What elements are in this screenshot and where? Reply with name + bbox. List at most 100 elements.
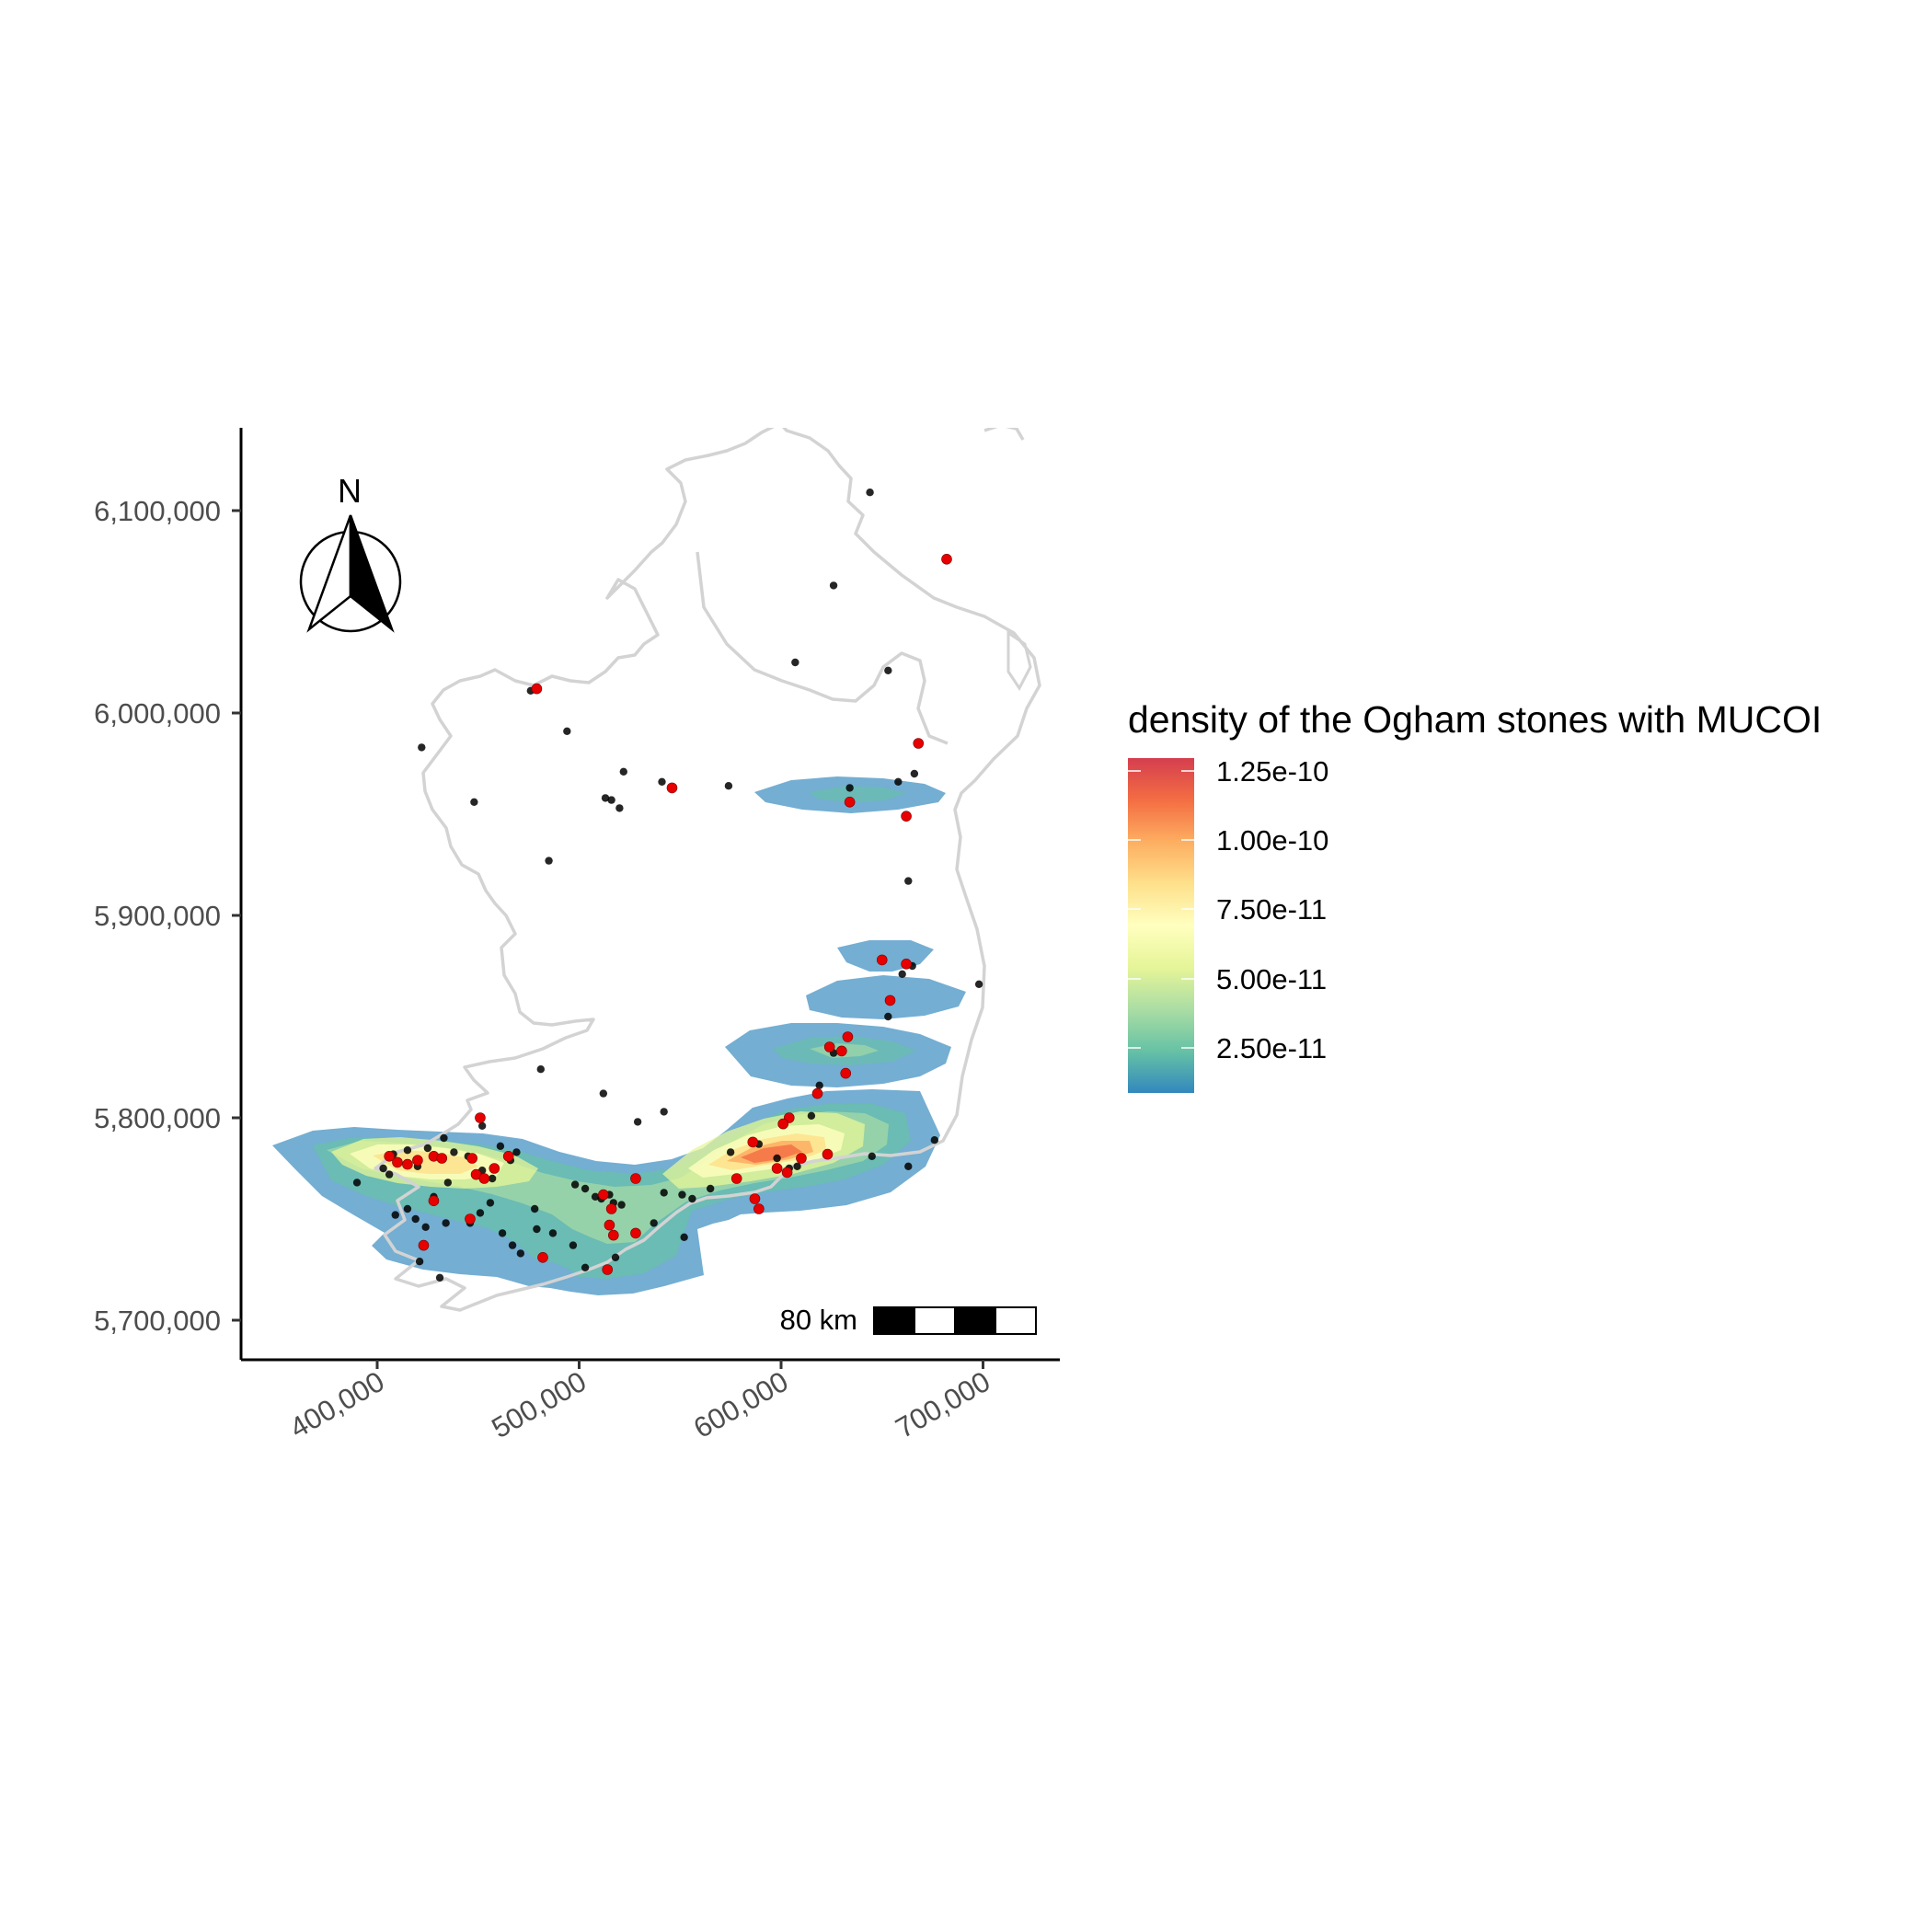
ogham-stone-point xyxy=(440,1133,448,1143)
x-axis: 400,000 500,000 600,000 700,000 xyxy=(241,1358,1060,1444)
ogham-stone-point xyxy=(533,1225,541,1234)
ogham-stone-point xyxy=(423,1144,432,1153)
north-arrow-label: N xyxy=(338,472,362,510)
ogham-stone-point xyxy=(385,1170,394,1179)
scale-bar-label: 80 km xyxy=(780,1304,857,1336)
ogham-stone-point xyxy=(866,489,874,497)
y-axis: 6,100,000 6,000,000 5,900,000 5,800,000 5,70… xyxy=(94,428,243,1360)
mucoi-stone-point xyxy=(608,1229,619,1241)
ogham-stone-point xyxy=(418,743,426,752)
ogham-stone-point xyxy=(607,796,615,804)
mucoi-stone-point xyxy=(418,1239,430,1251)
ogham-stone-point xyxy=(660,1189,668,1197)
ogham-stone-point xyxy=(974,980,983,989)
ogham-stone-point xyxy=(619,767,627,776)
ogham-stone-point xyxy=(411,1214,420,1224)
mucoi-stone-point xyxy=(604,1219,615,1231)
ogham-stone-point xyxy=(599,1089,608,1098)
x-tick-label: 700,000 xyxy=(890,1365,995,1444)
mucoi-stone-point xyxy=(840,1067,852,1079)
ogham-stone-point xyxy=(910,769,919,778)
ogham-stone-point xyxy=(650,1219,658,1227)
mucoi-stone-point xyxy=(428,1195,440,1206)
ogham-stone-point xyxy=(498,1229,507,1237)
x-tick-label: 500,000 xyxy=(486,1365,592,1444)
ogham-stone-point xyxy=(569,1241,578,1249)
legend-colorbar xyxy=(1128,758,1194,1093)
ogham-stone-point xyxy=(488,1174,497,1183)
ogham-stone-point xyxy=(516,1249,525,1258)
ogham-stone-point xyxy=(476,1209,485,1217)
ogham-stone-point xyxy=(658,777,666,786)
mucoi-stone-point xyxy=(901,811,912,822)
ogham-stone-point xyxy=(706,1184,715,1193)
mucoi-stone-point xyxy=(666,782,678,794)
y-tick-label: 5,800,000 xyxy=(94,1102,221,1134)
ogham-stone-point xyxy=(930,1136,939,1144)
x-ticks: 400,000 500,000 600,000 700,000 xyxy=(284,1360,995,1444)
mucoi-stone-point xyxy=(489,1163,500,1174)
mucoi-stone-point xyxy=(822,1148,834,1160)
ogham-stone-point xyxy=(845,784,854,792)
ogham-stone-point xyxy=(615,804,624,812)
ogham-stone-point xyxy=(726,1148,735,1156)
ogham-stone-point xyxy=(563,727,571,735)
lough-outline xyxy=(1006,630,1032,691)
mucoi-stone-point xyxy=(836,1045,847,1057)
north-arrow-right xyxy=(349,514,395,633)
mucoi-stone-point xyxy=(465,1213,476,1225)
ogham-stone-point xyxy=(352,1179,362,1187)
ogham-stone-point xyxy=(450,1148,458,1156)
mucoi-stone-point xyxy=(402,1158,413,1170)
northeast-coast-fragment xyxy=(983,428,1025,441)
mucoi-stone-point xyxy=(876,954,888,966)
legend-tick-label: 1.25e-10 xyxy=(1216,755,1328,788)
mucoi-stone-point xyxy=(598,1189,609,1201)
density-blob-1-inner xyxy=(810,786,906,802)
legend-tick-label: 5.00e-11 xyxy=(1216,963,1327,995)
y-tick-label: 5,700,000 xyxy=(94,1305,221,1337)
mucoi-stone-point xyxy=(502,1151,514,1162)
ogham-stone-point xyxy=(793,1162,801,1171)
mucoi-stone-point xyxy=(537,1252,548,1263)
ogham-stone-point xyxy=(470,798,478,806)
mucoi-stone-point xyxy=(844,796,856,808)
ogham-stone-point xyxy=(791,658,799,667)
ogham-stone-point xyxy=(531,1204,539,1213)
ogham-stone-point xyxy=(403,1146,412,1155)
density-core-west-3 xyxy=(373,1150,478,1174)
scale-seg-1 xyxy=(873,1306,915,1335)
ogham-stone-point xyxy=(678,1190,686,1199)
northern-ireland-border xyxy=(696,551,949,745)
points-other-layer xyxy=(352,489,983,1282)
north-arrow-left xyxy=(306,514,352,633)
ogham-stone-point xyxy=(773,1154,781,1163)
ogham-stone-point xyxy=(486,1199,495,1207)
ogham-stone-point xyxy=(379,1164,387,1173)
scale-seg-2 xyxy=(914,1306,956,1335)
ogham-stone-point xyxy=(898,970,906,979)
ogham-stone-point xyxy=(724,782,733,790)
mucoi-stone-point xyxy=(630,1227,641,1239)
ogham-stone-point xyxy=(512,1148,521,1156)
mucoi-stone-point xyxy=(771,1163,783,1174)
mucoi-stone-point xyxy=(749,1193,761,1204)
ogham-stone-point xyxy=(415,1258,424,1266)
ogham-stone-point xyxy=(894,777,903,786)
legend-tick-label: 7.50e-11 xyxy=(1216,893,1327,926)
ogham-stone-point xyxy=(421,1223,430,1232)
ogham-stone-point xyxy=(581,1263,590,1272)
ogham-stone-point xyxy=(884,666,892,674)
y-tick-label: 6,000,000 xyxy=(94,697,221,730)
mucoi-stone-point xyxy=(384,1151,395,1162)
ogham-stone-point xyxy=(904,1162,913,1171)
mucoi-stone-point xyxy=(605,1203,617,1214)
mucoi-stone-point xyxy=(630,1173,641,1184)
density-layer xyxy=(272,776,966,1295)
legend-tick-label: 1.00e-10 xyxy=(1216,824,1328,857)
mucoi-stone-point xyxy=(777,1118,788,1130)
mucoi-stone-point xyxy=(941,553,952,565)
ogham-stone-point xyxy=(570,1180,580,1189)
mucoi-stone-point xyxy=(823,1041,835,1052)
